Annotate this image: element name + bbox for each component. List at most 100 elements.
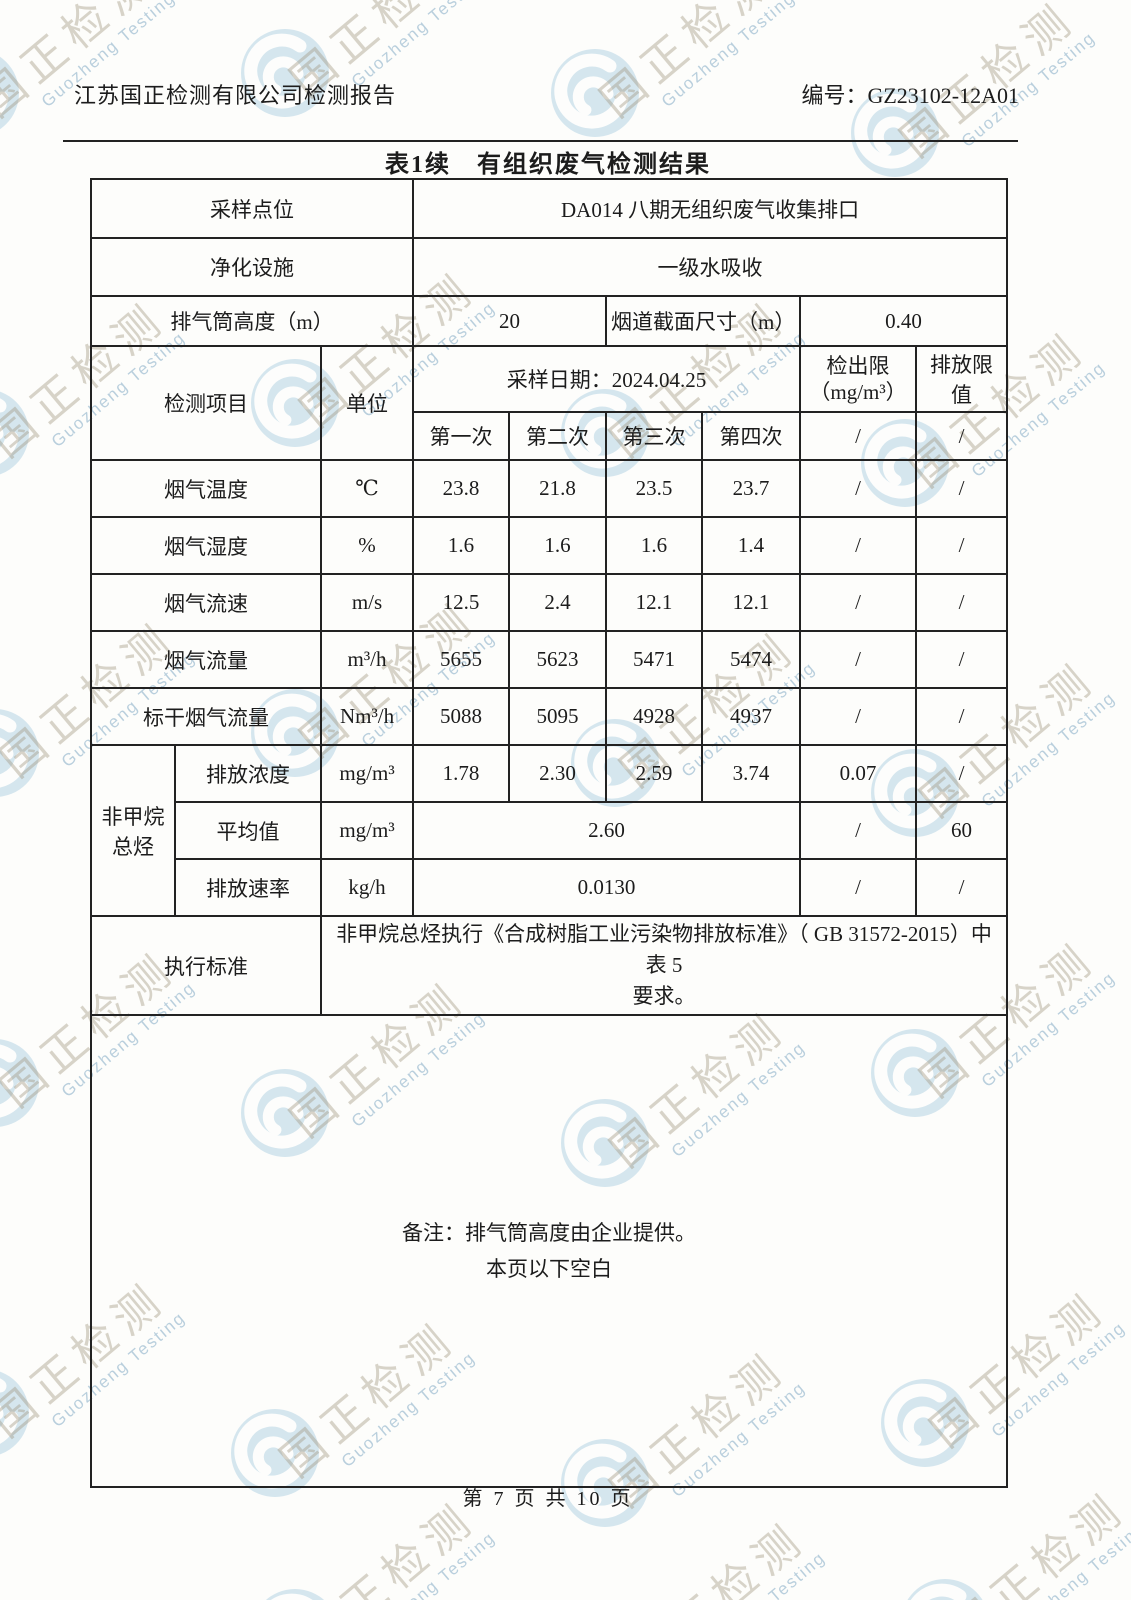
value-cell: 23.7 — [701, 459, 802, 518]
detection-limit-line1: 检出限 — [826, 354, 890, 378]
table-row: 备注：排气筒高度由企业提供。 本页以下空白 — [89, 1014, 1009, 1488]
header-rule — [63, 140, 1018, 142]
standard-label-cell: 执行标准 — [90, 915, 322, 1016]
run-2-header-cell: 第二次 — [508, 411, 608, 461]
value-cell: 1.6 — [412, 516, 511, 575]
limit-cell: / — [799, 630, 918, 689]
value-cell: 12.1 — [605, 573, 704, 632]
item-header-cell: 检测项目 — [90, 345, 322, 461]
row-unit-cell: mg/m³ — [319, 744, 415, 803]
limit-cell: / — [799, 573, 918, 632]
standard-cell: / — [915, 459, 1009, 518]
value-cell: 2.30 — [508, 744, 608, 803]
limit-cell: / — [799, 459, 918, 518]
row-unit-cell: m³/h — [319, 630, 415, 689]
run-4-header-cell: 第四次 — [701, 411, 802, 461]
emission-limit-slash-cell: / — [915, 411, 1009, 461]
value-cell: 5095 — [508, 687, 608, 746]
unit-header-cell: 单位 — [319, 345, 415, 461]
company-report-title: 江苏国正检测有限公司检测报告 — [74, 83, 397, 108]
detection-limit-line2: （mg/m³） — [809, 380, 907, 404]
report-number: 编号：GZ23102-12A01 — [801, 83, 1019, 108]
limit-cell: / — [799, 516, 918, 575]
standard-text-line2: 要求。 — [632, 984, 696, 1008]
table-row: 排气筒高度（m） 20 烟道截面尺寸（m） 0.40 — [89, 295, 1009, 347]
row-label-cell: 烟气流速 — [90, 573, 322, 632]
value-cell: 5088 — [412, 687, 511, 746]
row-unit-cell: kg/h — [319, 858, 415, 917]
results-table: 采样点位 DA014 八期无组织废气收集排口 净化设施 一级水吸收 排气筒高度（… — [89, 178, 1009, 1488]
table-row: 执行标准 非甲烷总烃执行《合成树脂工业污染物排放标准》（ GB 31572-20… — [90, 915, 1009, 1016]
standard-cell: / — [915, 687, 1009, 746]
value-cell: 4937 — [701, 687, 802, 746]
table-row: 非甲烷总烃 排放浓度 mg/m³ 1.78 2.30 2.59 3.74 0.0… — [90, 744, 1009, 917]
row-unit-cell: mg/m³ — [319, 801, 415, 860]
table-row: 平均值 mg/m³ 2.60 / 60 — [91, 801, 1009, 860]
row-unit-cell: m/s — [319, 573, 415, 632]
value-cell: 3.74 — [701, 744, 802, 803]
nmhc-group-label-cell: 非甲烷总烃 — [90, 744, 176, 917]
row-label-cell: 烟气流量 — [90, 630, 322, 689]
table-row: 排放速率 kg/h 0.0130 / / — [91, 858, 1009, 917]
row-unit-cell: % — [319, 516, 415, 575]
table-header-row: 检测项目 单位 采样日期：2024.04.25 检出限 （mg/m³） 排放限值 — [90, 345, 1009, 461]
standard-cell: / — [915, 630, 1009, 689]
table-row: 标干烟气流量 Nm³/h 5088 5095 4928 4937 / / — [90, 687, 1009, 746]
row-label-cell: 平均值 — [174, 801, 322, 860]
table-row: 烟气流量 m³/h 5655 5623 5471 5474 / / — [90, 630, 1009, 689]
row-unit-cell: ℃ — [319, 459, 415, 518]
purification-value-cell: 一级水吸收 — [412, 237, 1009, 297]
sampling-date-cell: 采样日期：2024.04.25 — [412, 345, 802, 413]
merged-value-cell: 0.0130 — [412, 858, 802, 917]
row-label-cell: 烟气温度 — [90, 459, 322, 518]
limit-cell: 0.07 — [799, 744, 918, 803]
duct-section-value-cell: 0.40 — [799, 295, 1009, 347]
value-cell: 2.4 — [508, 573, 608, 632]
table-row: 采样点位 DA014 八期无组织废气收集排口 — [89, 178, 1009, 239]
value-cell: 2.59 — [605, 744, 704, 803]
limit-cell: / — [799, 687, 918, 746]
remark-text: 备注：排气筒高度由企业提供。 — [402, 1221, 697, 1245]
sampling-point-label-cell: 采样点位 — [89, 178, 415, 239]
value-cell: 5471 — [605, 630, 704, 689]
value-cell: 1.78 — [412, 744, 511, 803]
run-3-header-cell: 第三次 — [605, 411, 704, 461]
value-cell: 23.5 — [605, 459, 704, 518]
table-row: 净化设施 一级水吸收 — [89, 237, 1009, 297]
value-cell: 1.4 — [701, 516, 802, 575]
standard-cell: / — [915, 744, 1009, 803]
limit-cell: / — [799, 801, 918, 860]
standard-text-line1: 非甲烷总烃执行《合成树脂工业污染物排放标准》（ GB 31572-2015）中表… — [336, 922, 992, 977]
table-row: 烟气流速 m/s 12.5 2.4 12.1 12.1 / / — [90, 573, 1009, 632]
row-unit-cell: Nm³/h — [319, 687, 415, 746]
table-row: 烟气温度 ℃ 23.8 21.8 23.5 23.7 / / — [90, 459, 1009, 518]
value-cell: 21.8 — [508, 459, 608, 518]
merged-value-cell: 2.60 — [412, 801, 802, 860]
value-cell: 12.5 — [412, 573, 511, 632]
purification-label-cell: 净化设施 — [89, 237, 415, 297]
standard-cell: / — [915, 516, 1009, 575]
value-cell: 4928 — [605, 687, 704, 746]
run-1-header-cell: 第一次 — [412, 411, 511, 461]
stack-height-label-cell: 排气筒高度（m） — [89, 295, 415, 347]
table-row: 烟气湿度 % 1.6 1.6 1.6 1.4 / / — [90, 516, 1009, 575]
value-cell: 12.1 — [701, 573, 802, 632]
duct-section-label-cell: 烟道截面尺寸（m） — [605, 295, 802, 347]
table-title: 表1续 有组织废气检测结果 — [385, 152, 711, 178]
row-label-cell: 排放速率 — [174, 858, 322, 917]
stack-height-value-cell: 20 — [412, 295, 608, 347]
sampling-point-value-cell: DA014 八期无组织废气收集排口 — [412, 178, 1009, 239]
standard-text-cell: 非甲烷总烃执行《合成树脂工业污染物排放标准》（ GB 31572-2015）中表… — [319, 915, 1009, 1016]
value-cell: 1.6 — [605, 516, 704, 575]
row-label-cell: 烟气湿度 — [90, 516, 322, 575]
detection-limit-slash-cell: / — [799, 411, 918, 461]
standard-cell: 60 — [915, 801, 1009, 860]
row-label-cell: 标干烟气流量 — [90, 687, 322, 746]
value-cell: 23.8 — [412, 459, 511, 518]
value-cell: 1.6 — [508, 516, 608, 575]
notes-cell: 备注：排气筒高度由企业提供。 本页以下空白 — [89, 1014, 1009, 1488]
detection-limit-header-cell: 检出限 （mg/m³） — [799, 345, 918, 413]
standard-cell: / — [915, 858, 1009, 917]
